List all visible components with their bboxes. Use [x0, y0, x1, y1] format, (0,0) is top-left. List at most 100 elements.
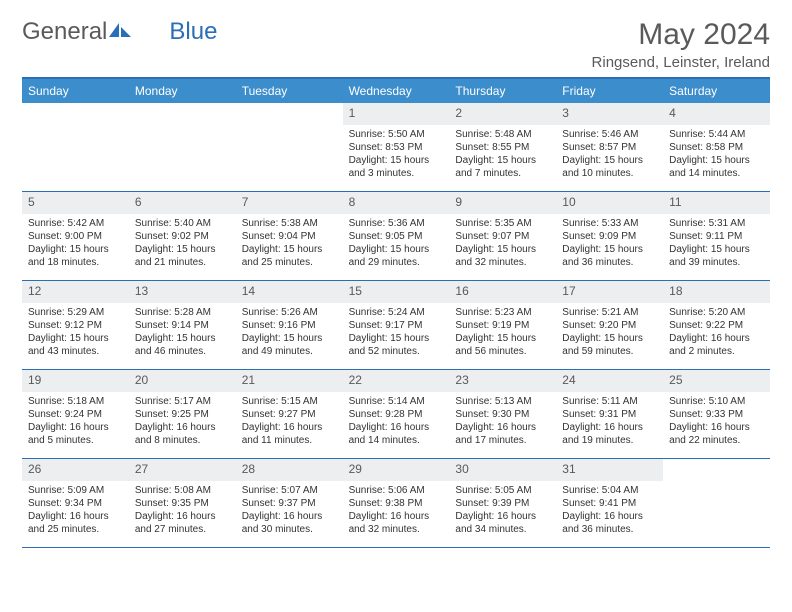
sunrise-line: Sunrise: 5:50 AM [349, 128, 444, 141]
day-info: Sunrise: 5:50 AMSunset: 8:53 PMDaylight:… [343, 128, 450, 180]
sunset-line: Sunset: 9:24 PM [28, 408, 123, 421]
day-info: Sunrise: 5:11 AMSunset: 9:31 PMDaylight:… [556, 395, 663, 447]
day-info: Sunrise: 5:13 AMSunset: 9:30 PMDaylight:… [449, 395, 556, 447]
daylight-line: Daylight: 15 hours and 59 minutes. [562, 332, 657, 358]
sunset-line: Sunset: 9:19 PM [455, 319, 550, 332]
day-number: 15 [343, 281, 450, 303]
day-info: Sunrise: 5:26 AMSunset: 9:16 PMDaylight:… [236, 306, 343, 358]
day-number: 30 [449, 459, 556, 481]
daylight-line: Daylight: 15 hours and 43 minutes. [28, 332, 123, 358]
day-number: 12 [22, 281, 129, 303]
daylight-line: Daylight: 16 hours and 36 minutes. [562, 510, 657, 536]
calendar-day-cell: 6Sunrise: 5:40 AMSunset: 9:02 PMDaylight… [129, 192, 236, 280]
calendar-day-cell: 5Sunrise: 5:42 AMSunset: 9:00 PMDaylight… [22, 192, 129, 280]
day-info: Sunrise: 5:42 AMSunset: 9:00 PMDaylight:… [22, 217, 129, 269]
day-info: Sunrise: 5:28 AMSunset: 9:14 PMDaylight:… [129, 306, 236, 358]
daylight-line: Daylight: 15 hours and 14 minutes. [669, 154, 764, 180]
calendar-day-cell: 8Sunrise: 5:36 AMSunset: 9:05 PMDaylight… [343, 192, 450, 280]
weekday-header: Tuesday [236, 79, 343, 103]
day-number: 27 [129, 459, 236, 481]
weekday-header: Friday [556, 79, 663, 103]
sunrise-line: Sunrise: 5:18 AM [28, 395, 123, 408]
calendar-day-cell: 26Sunrise: 5:09 AMSunset: 9:34 PMDayligh… [22, 459, 129, 547]
sunrise-line: Sunrise: 5:38 AM [242, 217, 337, 230]
sunset-line: Sunset: 9:28 PM [349, 408, 444, 421]
day-info: Sunrise: 5:35 AMSunset: 9:07 PMDaylight:… [449, 217, 556, 269]
title-block: May 2024 Ringsend, Leinster, Ireland [592, 18, 770, 71]
daylight-line: Daylight: 16 hours and 11 minutes. [242, 421, 337, 447]
day-info: Sunrise: 5:38 AMSunset: 9:04 PMDaylight:… [236, 217, 343, 269]
day-info: Sunrise: 5:17 AMSunset: 9:25 PMDaylight:… [129, 395, 236, 447]
sunset-line: Sunset: 9:37 PM [242, 497, 337, 510]
day-number: 13 [129, 281, 236, 303]
daylight-line: Daylight: 16 hours and 17 minutes. [455, 421, 550, 447]
calendar-day-cell: 3Sunrise: 5:46 AMSunset: 8:57 PMDaylight… [556, 103, 663, 191]
sunset-line: Sunset: 9:11 PM [669, 230, 764, 243]
calendar-day-cell: 2Sunrise: 5:48 AMSunset: 8:55 PMDaylight… [449, 103, 556, 191]
sunrise-line: Sunrise: 5:46 AM [562, 128, 657, 141]
daylight-line: Daylight: 16 hours and 22 minutes. [669, 421, 764, 447]
daylight-line: Daylight: 16 hours and 32 minutes. [349, 510, 444, 536]
sunrise-line: Sunrise: 5:44 AM [669, 128, 764, 141]
calendar-day-cell: 24Sunrise: 5:11 AMSunset: 9:31 PMDayligh… [556, 370, 663, 458]
location-label: Ringsend, Leinster, Ireland [592, 54, 770, 71]
daylight-line: Daylight: 16 hours and 2 minutes. [669, 332, 764, 358]
calendar-day-cell: 11Sunrise: 5:31 AMSunset: 9:11 PMDayligh… [663, 192, 770, 280]
calendar-day-cell: 12Sunrise: 5:29 AMSunset: 9:12 PMDayligh… [22, 281, 129, 369]
sunset-line: Sunset: 9:22 PM [669, 319, 764, 332]
sunset-line: Sunset: 9:30 PM [455, 408, 550, 421]
sunset-line: Sunset: 9:33 PM [669, 408, 764, 421]
calendar-day-cell [129, 103, 236, 191]
day-info: Sunrise: 5:44 AMSunset: 8:58 PMDaylight:… [663, 128, 770, 180]
sunset-line: Sunset: 9:14 PM [135, 319, 230, 332]
sunrise-line: Sunrise: 5:14 AM [349, 395, 444, 408]
day-info: Sunrise: 5:23 AMSunset: 9:19 PMDaylight:… [449, 306, 556, 358]
calendar-day-cell: 18 Sunrise: 5:20 AMSunset: 9:22 PMDayligh… [663, 281, 770, 369]
sunrise-line: Sunrise: 5:11 AM [562, 395, 657, 408]
sunrise-line: Sunrise: 5:26 AM [242, 306, 337, 319]
day-number: 17 [556, 281, 663, 303]
daylight-line: Daylight: 15 hours and 49 minutes. [242, 332, 337, 358]
sunset-line: Sunset: 9:07 PM [455, 230, 550, 243]
sunrise-line: Sunrise: 5:40 AM [135, 217, 230, 230]
day-number: 19 [22, 370, 129, 392]
daylight-line: Daylight: 15 hours and 10 minutes. [562, 154, 657, 180]
sunrise-line: Sunrise: 5:21 AM [562, 306, 657, 319]
sunrise-line: Sunrise: 5:28 AM [135, 306, 230, 319]
sunrise-line: Sunrise: 5:15 AM [242, 395, 337, 408]
day-info: Sunrise: 5:40 AMSunset: 9:02 PMDaylight:… [129, 217, 236, 269]
day-info: Sunrise: 5:20 AMSunset: 9:22 PMDaylight:… [663, 306, 770, 358]
calendar-day-cell: 29Sunrise: 5:06 AMSunset: 9:38 PMDayligh… [343, 459, 450, 547]
calendar-day-cell: 23 Sunrise: 5:13 AMSunset: 9:30 PMDayligh… [449, 370, 556, 458]
calendar-grid: Sunday Monday Tuesday Wednesday Thursday… [22, 77, 770, 548]
calendar-day-cell [236, 103, 343, 191]
sunset-line: Sunset: 8:53 PM [349, 141, 444, 154]
daylight-line: Daylight: 15 hours and 46 minutes. [135, 332, 230, 358]
day-info: Sunrise: 5:18 AMSunset: 9:24 PMDaylight:… [22, 395, 129, 447]
sunset-line: Sunset: 9:41 PM [562, 497, 657, 510]
day-number: 11 [663, 192, 770, 214]
weekday-header: Sunday [22, 79, 129, 103]
calendar-week-row: 26Sunrise: 5:09 AMSunset: 9:34 PMDayligh… [22, 459, 770, 548]
daylight-line: Daylight: 15 hours and 21 minutes. [135, 243, 230, 269]
calendar-day-cell: 19 Sunrise: 5:18 AMSunset: 9:24 PMDayligh… [22, 370, 129, 458]
day-info: Sunrise: 5:04 AMSunset: 9:41 PMDaylight:… [556, 484, 663, 536]
daylight-line: Daylight: 15 hours and 3 minutes. [349, 154, 444, 180]
weekday-header: Saturday [663, 79, 770, 103]
calendar-day-cell: 21Sunrise: 5:15 AMSunset: 9:27 PMDayligh… [236, 370, 343, 458]
day-info: Sunrise: 5:33 AMSunset: 9:09 PMDaylight:… [556, 217, 663, 269]
calendar-week-row: 5Sunrise: 5:42 AMSunset: 9:00 PMDaylight… [22, 192, 770, 281]
daylight-line: Daylight: 15 hours and 36 minutes. [562, 243, 657, 269]
day-number: 18 [663, 281, 770, 303]
daylight-line: Daylight: 15 hours and 52 minutes. [349, 332, 444, 358]
day-info: Sunrise: 5:07 AMSunset: 9:37 PMDaylight:… [236, 484, 343, 536]
daylight-line: Daylight: 16 hours and 27 minutes. [135, 510, 230, 536]
day-number: 16 [449, 281, 556, 303]
calendar-day-cell: 22Sunrise: 5:14 AMSunset: 9:28 PMDayligh… [343, 370, 450, 458]
calendar-week-row: 12Sunrise: 5:29 AMSunset: 9:12 PMDayligh… [22, 281, 770, 370]
day-number: 23 [449, 370, 556, 392]
calendar-day-cell: 4Sunrise: 5:44 AMSunset: 8:58 PMDaylight… [663, 103, 770, 191]
sunrise-line: Sunrise: 5:36 AM [349, 217, 444, 230]
sunset-line: Sunset: 8:58 PM [669, 141, 764, 154]
calendar-day-cell: 17Sunrise: 5:21 AMSunset: 9:20 PMDayligh… [556, 281, 663, 369]
